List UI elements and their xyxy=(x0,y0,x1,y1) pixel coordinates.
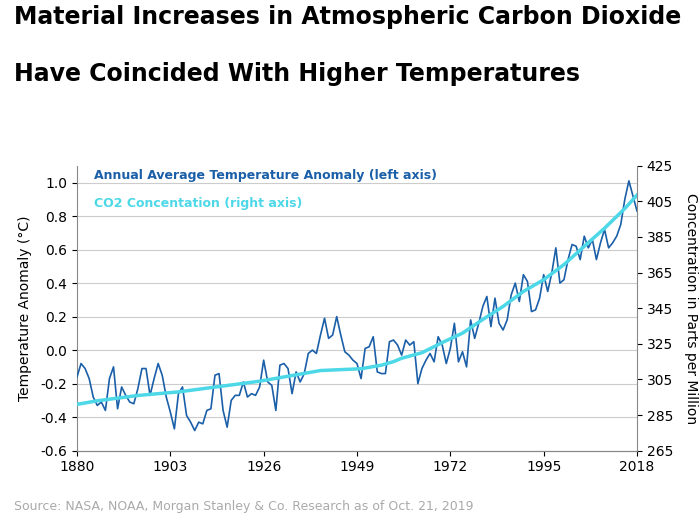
Y-axis label: Temperature Anomaly (°C): Temperature Anomaly (°C) xyxy=(18,215,32,401)
Text: CO2 Concentation (right axis): CO2 Concentation (right axis) xyxy=(94,197,302,210)
Y-axis label: Concentration in Parts per Million: Concentration in Parts per Million xyxy=(684,193,698,424)
Text: Annual Average Temperature Anomaly (left axis): Annual Average Temperature Anomaly (left… xyxy=(94,169,437,182)
Text: Source: NASA, NOAA, Morgan Stanley & Co. Research as of Oct. 21, 2019: Source: NASA, NOAA, Morgan Stanley & Co.… xyxy=(14,500,473,513)
Text: Material Increases in Atmospheric Carbon Dioxide: Material Increases in Atmospheric Carbon… xyxy=(14,5,681,29)
Text: Have Coincided With Higher Temperatures: Have Coincided With Higher Temperatures xyxy=(14,62,580,86)
